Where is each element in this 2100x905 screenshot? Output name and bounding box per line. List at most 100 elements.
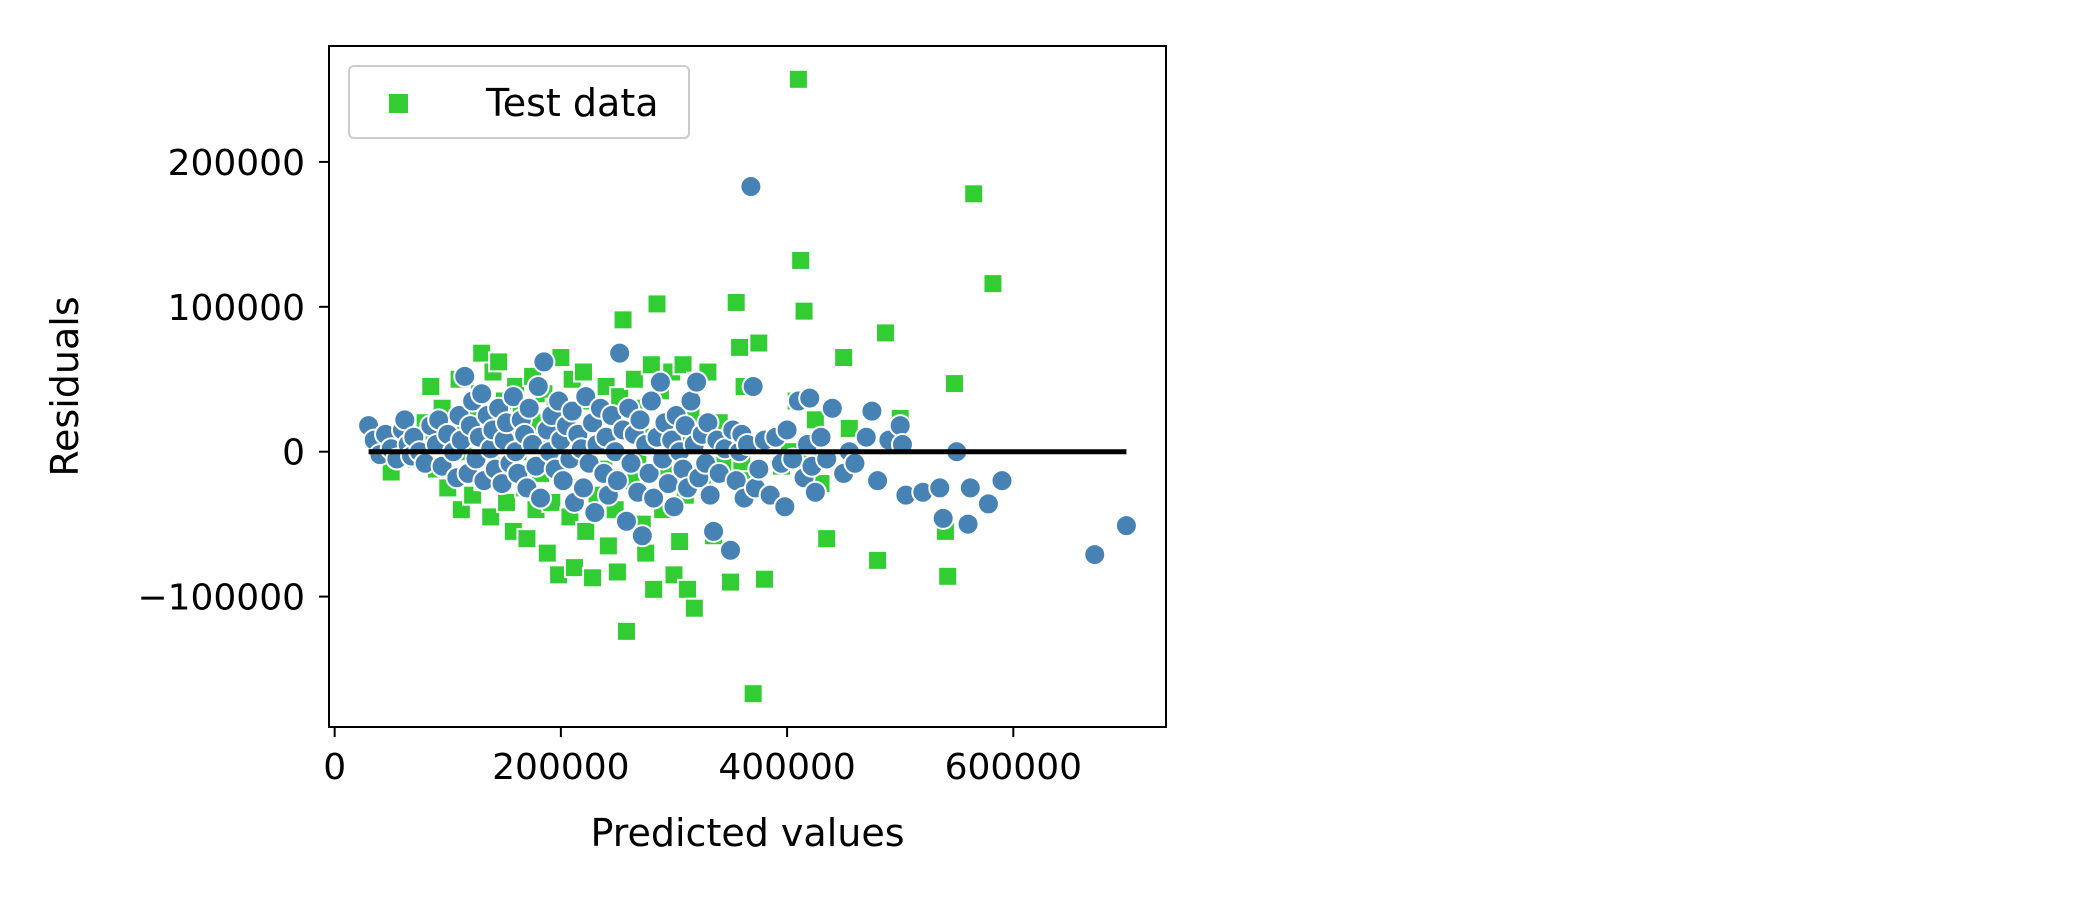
data-point — [501, 385, 525, 409]
data-point — [606, 561, 628, 583]
axes-frame — [328, 45, 1167, 728]
data-point — [866, 469, 890, 493]
data-point — [669, 531, 691, 553]
data-point — [1083, 543, 1107, 567]
data-point — [976, 492, 1000, 516]
data-point — [642, 486, 666, 510]
data-point — [563, 557, 585, 579]
data-point — [526, 375, 550, 398]
data-point — [488, 351, 510, 373]
data-point — [532, 350, 556, 374]
data-point — [963, 183, 985, 205]
data-point — [748, 332, 770, 354]
data-point — [719, 538, 743, 562]
data-point — [608, 341, 632, 365]
data-point — [605, 469, 629, 493]
data-point — [420, 376, 442, 397]
data-point — [575, 520, 597, 542]
x-tick-label: 400000 — [718, 747, 855, 788]
data-point — [583, 501, 607, 525]
data-point — [741, 375, 765, 398]
data-point — [615, 620, 637, 642]
y-tick-label: −100000 — [137, 578, 305, 619]
y-tick-label: 200000 — [168, 143, 305, 184]
data-point — [803, 480, 827, 504]
data-point — [677, 578, 699, 600]
data-point — [529, 486, 553, 510]
data-point — [747, 457, 771, 481]
data-point — [683, 597, 705, 619]
data-point — [931, 506, 955, 530]
data-point — [1114, 514, 1138, 538]
legend-marker — [389, 94, 408, 113]
x-tick-label: 600000 — [945, 747, 1082, 788]
data-point — [742, 683, 764, 705]
legend-label: Test data — [485, 81, 659, 125]
data-point — [662, 495, 686, 519]
data-point — [612, 309, 634, 331]
data-point — [639, 389, 663, 413]
data-point — [874, 322, 896, 344]
data-point — [646, 293, 668, 315]
data-point — [867, 549, 889, 571]
data-point — [480, 506, 502, 528]
series-training-data — [357, 175, 1138, 567]
data-point — [597, 535, 619, 557]
data-point — [787, 68, 809, 90]
data-point — [496, 491, 518, 513]
y-tick-label: 100000 — [168, 288, 305, 329]
x-tick-label: 0 — [323, 747, 346, 788]
data-point — [702, 519, 726, 543]
x-tick-label: 200000 — [492, 747, 629, 788]
data-point — [630, 524, 654, 548]
y-tick-label: 0 — [282, 433, 305, 474]
data-point — [739, 175, 763, 199]
data-point — [928, 476, 952, 500]
data-point — [648, 370, 672, 394]
data-point — [637, 461, 661, 485]
data-point — [516, 528, 538, 550]
y-axis-label: Residuals — [43, 296, 87, 476]
data-point — [958, 476, 982, 500]
data-point — [623, 368, 645, 390]
data-point — [982, 273, 1004, 295]
data-point — [860, 399, 884, 423]
data-point — [628, 408, 652, 432]
data-point — [990, 469, 1014, 493]
data-point — [833, 347, 855, 369]
data-point — [679, 389, 703, 413]
data-point — [572, 361, 594, 383]
data-point — [816, 528, 838, 550]
data-point — [809, 425, 833, 449]
data-point — [729, 336, 751, 358]
plot-area — [357, 68, 1138, 705]
data-point — [551, 469, 575, 493]
data-point — [956, 512, 980, 536]
data-point — [614, 509, 638, 533]
data-point — [793, 300, 815, 322]
data-point — [888, 414, 912, 438]
data-point — [453, 364, 477, 388]
data-point — [698, 483, 722, 507]
data-point — [820, 396, 844, 420]
x-axis-label: Predicted values — [590, 811, 904, 855]
data-point — [470, 382, 494, 406]
data-point — [685, 370, 709, 394]
data-point — [571, 476, 595, 500]
data-point — [843, 451, 867, 475]
data-point — [943, 373, 965, 395]
data-point — [937, 565, 959, 587]
data-point — [854, 425, 878, 449]
data-point — [773, 495, 797, 519]
test-data-panel: 0 200000 400000 600000 −100000 0 100000 200000 P… — [43, 45, 1167, 855]
legend: Test data — [348, 65, 690, 139]
data-point — [582, 567, 604, 589]
data-point — [560, 399, 584, 423]
data-point — [775, 418, 799, 442]
data-point — [725, 291, 747, 313]
data-point — [640, 354, 662, 376]
data-point — [536, 542, 558, 564]
legend-box — [348, 65, 690, 139]
